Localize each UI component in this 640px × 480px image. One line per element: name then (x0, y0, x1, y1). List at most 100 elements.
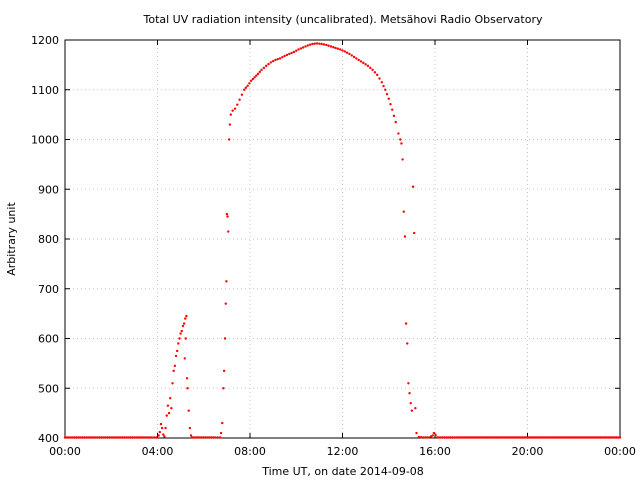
data-point (166, 404, 170, 407)
data-point (248, 82, 251, 85)
data-point (531, 436, 534, 439)
data-point (434, 434, 437, 437)
data-point (424, 436, 427, 439)
data-point (617, 436, 620, 439)
grid-lines (65, 40, 620, 438)
data-point (498, 436, 501, 439)
data-point (258, 70, 262, 74)
data-point (172, 369, 175, 373)
data-point (200, 436, 204, 439)
data-point (75, 436, 78, 439)
data-point (129, 436, 132, 439)
data-point (565, 436, 569, 439)
data-point (417, 435, 421, 439)
data-point (148, 436, 151, 439)
data-point (399, 138, 402, 141)
y-tick-label: 800 (38, 233, 59, 246)
data-point (455, 436, 458, 439)
data-point (69, 436, 72, 439)
data-point (170, 406, 173, 410)
data-point (77, 436, 80, 439)
data-point (373, 71, 377, 74)
data-point (582, 436, 585, 439)
data-point (71, 436, 74, 439)
data-point (499, 436, 503, 439)
data-point (238, 98, 241, 101)
data-point (519, 436, 523, 439)
data-point (465, 436, 468, 439)
data-point (240, 93, 244, 96)
data-point (226, 215, 229, 218)
data-point (325, 43, 328, 47)
data-point (577, 436, 580, 439)
data-point (231, 109, 234, 112)
data-point (131, 436, 134, 439)
data-point (380, 81, 384, 84)
data-point (598, 436, 602, 439)
data-point (73, 436, 76, 439)
data-point (387, 97, 390, 100)
data-point (329, 45, 333, 48)
data-point (283, 54, 286, 58)
data-point (411, 185, 415, 188)
data-point (501, 436, 504, 439)
data-point (504, 436, 508, 439)
data-point (228, 123, 232, 126)
data-point (221, 421, 224, 425)
data-point (509, 436, 513, 439)
data-point (115, 436, 119, 439)
data-point (318, 42, 321, 45)
data-point (281, 55, 284, 59)
data-point (222, 369, 226, 373)
data-point (315, 42, 319, 45)
data-point (341, 49, 344, 52)
data-point (308, 43, 312, 46)
data-point (348, 52, 351, 56)
data-point (408, 392, 411, 395)
data-point (600, 436, 604, 439)
data-point (602, 436, 605, 439)
x-tick-label: 00:00 (49, 445, 81, 458)
data-point (206, 436, 209, 439)
data-point (169, 397, 172, 400)
data-point (138, 436, 142, 439)
data-point (547, 436, 551, 439)
data-point (564, 436, 567, 439)
x-tick-label: 12:00 (327, 445, 359, 458)
data-point (385, 93, 389, 96)
data-point (327, 44, 330, 47)
data-point (127, 436, 130, 439)
data-point (402, 210, 405, 213)
data-point (443, 436, 446, 439)
data-point (98, 436, 101, 439)
data-point (264, 64, 268, 68)
data-point (560, 436, 564, 439)
data-point (391, 108, 394, 111)
x-tick-label: 16:00 (419, 445, 451, 458)
y-tick-label: 1200 (31, 34, 59, 47)
data-point (140, 436, 144, 439)
data-point (429, 435, 433, 438)
y-tick-label: 1100 (31, 84, 59, 97)
data-point (544, 436, 547, 439)
data-point (431, 434, 434, 437)
data-point (572, 436, 575, 439)
data-point (159, 422, 163, 426)
data-point (587, 436, 590, 439)
data-point (86, 436, 90, 439)
data-point (589, 436, 592, 439)
data-points (63, 42, 622, 439)
data-point (460, 436, 463, 439)
data-point (202, 436, 205, 439)
data-point (594, 436, 597, 439)
data-point (592, 436, 595, 439)
data-point (345, 51, 349, 54)
data-point (375, 73, 379, 77)
data-point (162, 433, 165, 436)
y-tick-label: 400 (38, 432, 59, 445)
data-point (301, 46, 305, 49)
data-point (432, 431, 436, 435)
data-point (453, 436, 456, 439)
data-point (297, 48, 300, 51)
